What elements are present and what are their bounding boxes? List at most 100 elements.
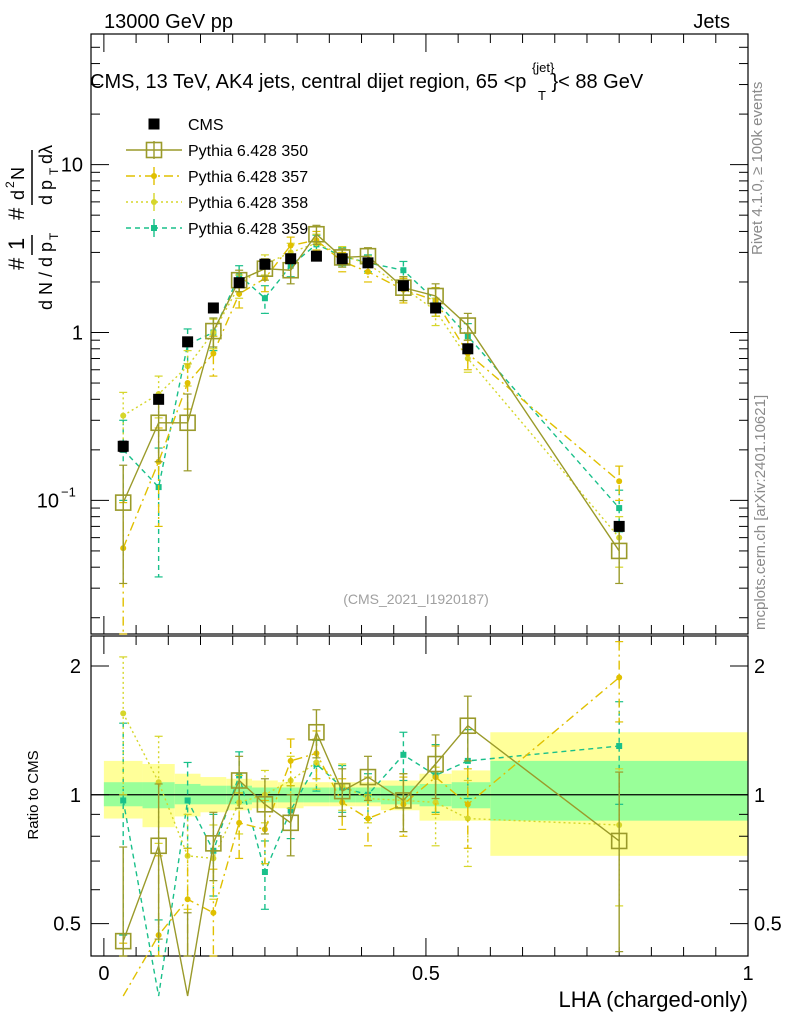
x-tick-label: 1 <box>742 963 753 985</box>
main-point-p357 <box>210 350 217 357</box>
x-tick-label: 0 <box>98 963 109 985</box>
main-line-p350 <box>122 233 620 552</box>
legend-item-p357: Pythia 6.428 357 <box>126 167 308 186</box>
rivet-label: Rivet 4.1.0, ≥ 100k events <box>749 82 766 255</box>
ratio-point-p357 <box>616 674 623 681</box>
analysis-watermark: (CMS_2021_I1920187) <box>343 591 489 607</box>
main-point-cms <box>397 280 409 292</box>
main-point-p359 <box>400 267 407 274</box>
ratio-y-tick-label-right: 0.5 <box>754 914 782 936</box>
ratio-point-p358 <box>313 759 320 766</box>
ratio-y-axis-label: Ratio to CMS <box>25 750 42 839</box>
plot-title: CMS, 13 TeV, AK4 jets, central dijet reg… <box>90 55 644 105</box>
main-point-p358 <box>464 355 471 362</box>
main-point-p350 <box>308 225 325 243</box>
main-point-cms <box>285 253 297 265</box>
svg-text:d N / d p T d p: d N / d p T d p T dλ <box>36 145 62 310</box>
main-series-cms <box>117 250 625 532</box>
ratio-point-p350 <box>256 796 274 813</box>
main-point-cms <box>430 302 442 314</box>
main-point-cms <box>233 277 245 289</box>
main-point-p350 <box>610 542 628 560</box>
ratio-y-tick-label: 1 <box>70 785 81 807</box>
ratio-point-p350 <box>333 782 351 800</box>
main-point-p357 <box>184 380 191 387</box>
y-tick-label: 1 <box>72 323 83 345</box>
y-axis-title-text: # 1 # d 2 N <box>0 167 29 270</box>
legend-marker-p359 <box>151 225 157 231</box>
ratio-point-p359 <box>261 869 268 876</box>
energy-label: 13000 GeV pp <box>104 11 233 33</box>
main-point-p350 <box>179 414 196 432</box>
legend-label-cms: CMS <box>188 117 224 134</box>
ratio-point-p359 <box>400 751 407 758</box>
ratio-point-p357 <box>464 801 471 808</box>
main-point-cms <box>310 250 322 262</box>
plot-title-main: CMS, 13 TeV, AK4 jets, central dijet reg… <box>90 71 526 93</box>
ratio-point-p350 <box>230 772 248 789</box>
ratio-y-tick-label-right: 1 <box>754 785 765 807</box>
ratio-point-p358 <box>120 710 127 717</box>
y-tick-label: 10 <box>61 155 83 177</box>
main-point-p350 <box>150 414 167 432</box>
ratio-point-p350 <box>459 717 477 735</box>
category-label: Jets <box>693 11 730 33</box>
ratio-point-p350 <box>150 837 167 855</box>
main-frame <box>90 33 749 635</box>
ratio-point-p350 <box>395 792 412 809</box>
main-point-p358 <box>120 412 127 419</box>
legend: CMS Pythia 6.428 350 Pythia 6.428 357 Pythi… <box>126 117 308 238</box>
ratio-point-p350 <box>610 832 628 850</box>
ratio-line-p350 <box>122 724 620 997</box>
x-tick-label: 0.5 <box>412 963 440 985</box>
legend-item-p358: Pythia 6.428 358 <box>126 193 308 212</box>
ratio-point-p357 <box>236 819 243 826</box>
ratio-point-p357 <box>184 896 191 903</box>
main-point-cms <box>613 520 625 532</box>
ratio-point-p359 <box>184 797 191 804</box>
main-point-p357 <box>364 268 371 275</box>
ratio-point-p350 <box>427 755 444 773</box>
y-tick-exponent: −1 <box>61 484 76 499</box>
ratio-point-p358 <box>432 799 439 806</box>
main-point-p357 <box>236 290 243 297</box>
legend-label-p357: Pythia 6.428 357 <box>188 169 308 186</box>
main-point-cms <box>462 343 474 355</box>
plot-title-sup: {jet} <box>532 60 555 75</box>
main-point-cms <box>336 253 348 265</box>
plot-title-tail: }< 88 GeV <box>551 71 643 93</box>
main-point-cms <box>153 393 165 405</box>
legend-item-p359: Pythia 6.428 359 <box>126 219 308 238</box>
plot-title-sub: T <box>538 88 546 103</box>
legend-item-cms: CMS <box>148 117 224 134</box>
ratio-point-p358 <box>464 815 471 822</box>
ratio-frame <box>90 635 749 957</box>
ratio-point-p350 <box>205 835 222 852</box>
ratio-line-p357 <box>122 676 620 997</box>
svg-text:CMS, 13 TeV, AK4 jets, central: CMS, 13 TeV, AK4 jets, central dijet reg… <box>90 55 644 105</box>
legend-marker-p357 <box>151 173 157 179</box>
main-point-cms <box>182 336 194 348</box>
legend-marker-p358 <box>151 199 157 205</box>
ratio-panel: 0.5 0.5 1 1 2 2 0 0.5 1 <box>53 635 782 997</box>
main-point-cms <box>259 258 271 270</box>
main-point-p350 <box>395 279 412 296</box>
ratio-point-p350 <box>114 932 132 950</box>
main-point-p350 <box>205 322 222 340</box>
ratio-point-p350 <box>282 814 299 832</box>
main-point-cms <box>207 302 219 314</box>
main-line-p357 <box>122 239 620 549</box>
ratio-line-p358 <box>122 713 620 860</box>
x-axis-label: LHA (charged-only) <box>558 987 748 1012</box>
legend-marker-p350 <box>145 141 163 159</box>
ratio-point-p350 <box>359 768 377 786</box>
main-point-p357 <box>616 478 623 485</box>
site-label: mcplots.cern.ch [arXiv:2401.10621] <box>752 395 769 630</box>
ratio-point-p357 <box>210 909 217 916</box>
y-tick-label: 10 <box>37 490 59 512</box>
main-point-p359 <box>261 295 268 302</box>
ratio-point-p357 <box>287 757 294 764</box>
